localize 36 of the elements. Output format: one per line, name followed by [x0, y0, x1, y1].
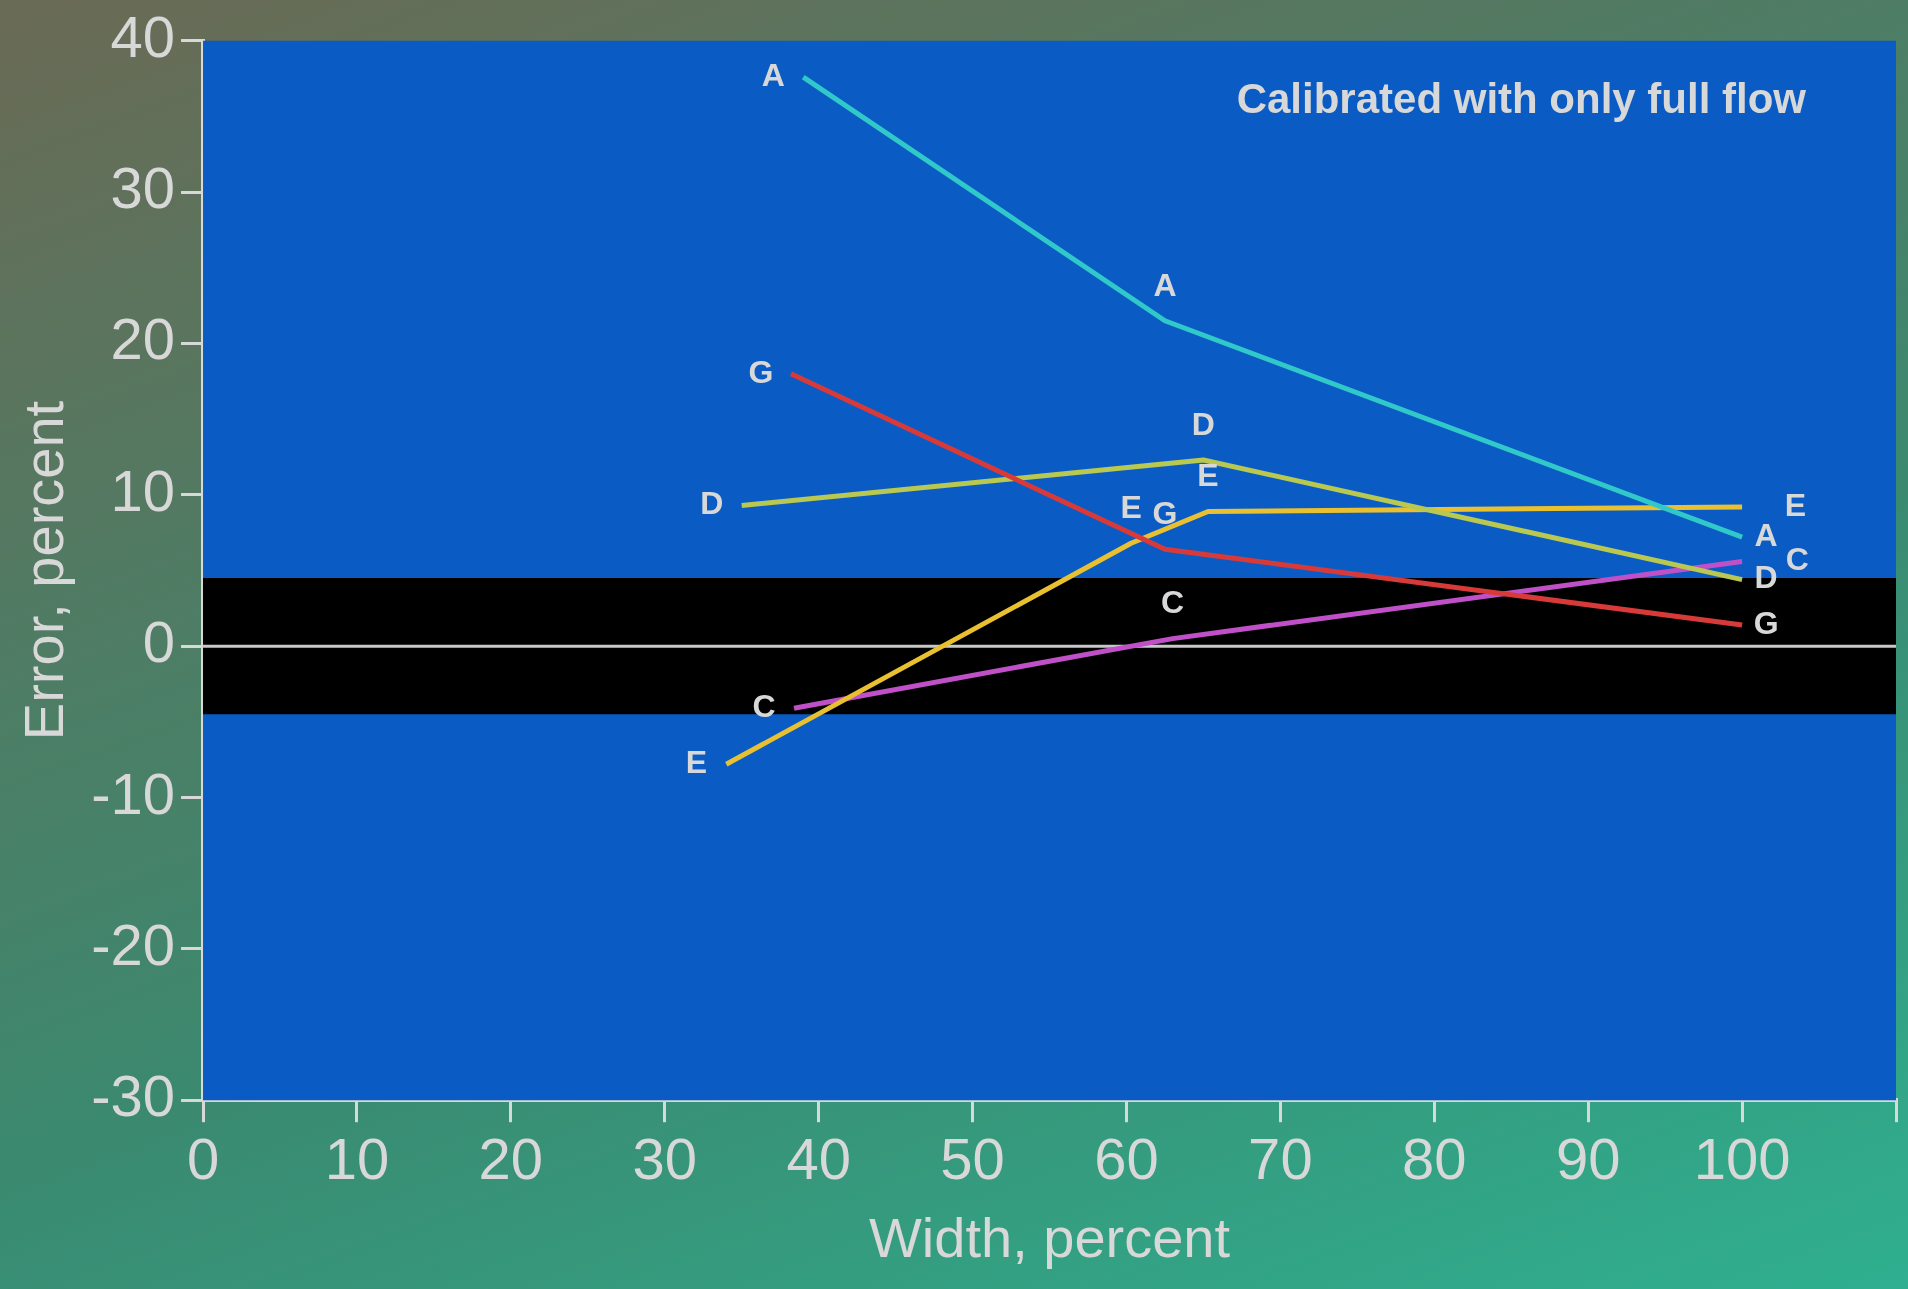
text: E	[1197, 457, 1219, 494]
y-axis-title: Error, percent	[12, 400, 76, 741]
y-tick-label: 20	[110, 306, 176, 372]
text: D	[700, 485, 724, 522]
y-tick-label: 30	[110, 155, 176, 221]
y-tick-label: -10	[91, 760, 176, 826]
y-tick-label: 0	[142, 609, 176, 675]
x-tick-label: 10	[324, 1126, 390, 1191]
x-tick-label: 90	[1555, 1126, 1621, 1191]
annotation: Calibrated with only full flow	[1236, 75, 1807, 123]
x-tick-label: 40	[786, 1126, 851, 1191]
y-tick-label: 40	[110, 3, 176, 69]
x-tick-label: 80	[1402, 1126, 1467, 1191]
text: E	[685, 744, 707, 781]
y-tick-label: 10	[110, 457, 176, 523]
x-axis-title: Width, percent	[868, 1205, 1231, 1269]
series-label: E	[1120, 489, 1142, 526]
series-label: G	[1152, 495, 1178, 532]
text: A	[1754, 517, 1778, 554]
text: G	[1753, 604, 1779, 641]
text: D	[1191, 405, 1215, 442]
x-tick-label: 0	[186, 1126, 220, 1191]
text: G	[748, 353, 774, 390]
text: C	[1785, 541, 1809, 578]
y-tick-label: -30	[91, 1063, 176, 1129]
x-tick-label: 30	[632, 1126, 698, 1191]
series-label: C	[1161, 584, 1185, 621]
x-tick-label: 70	[1248, 1126, 1313, 1191]
series-label: A	[1153, 266, 1177, 303]
x-tick-label: 60	[1094, 1126, 1159, 1191]
x-tick-label: 50	[940, 1126, 1005, 1191]
text: A	[761, 56, 785, 93]
y-tick-label: -20	[91, 911, 176, 977]
x-tick-label: 20	[478, 1126, 544, 1191]
text: E	[1784, 486, 1807, 523]
x-tick-label: 100	[1693, 1126, 1791, 1191]
